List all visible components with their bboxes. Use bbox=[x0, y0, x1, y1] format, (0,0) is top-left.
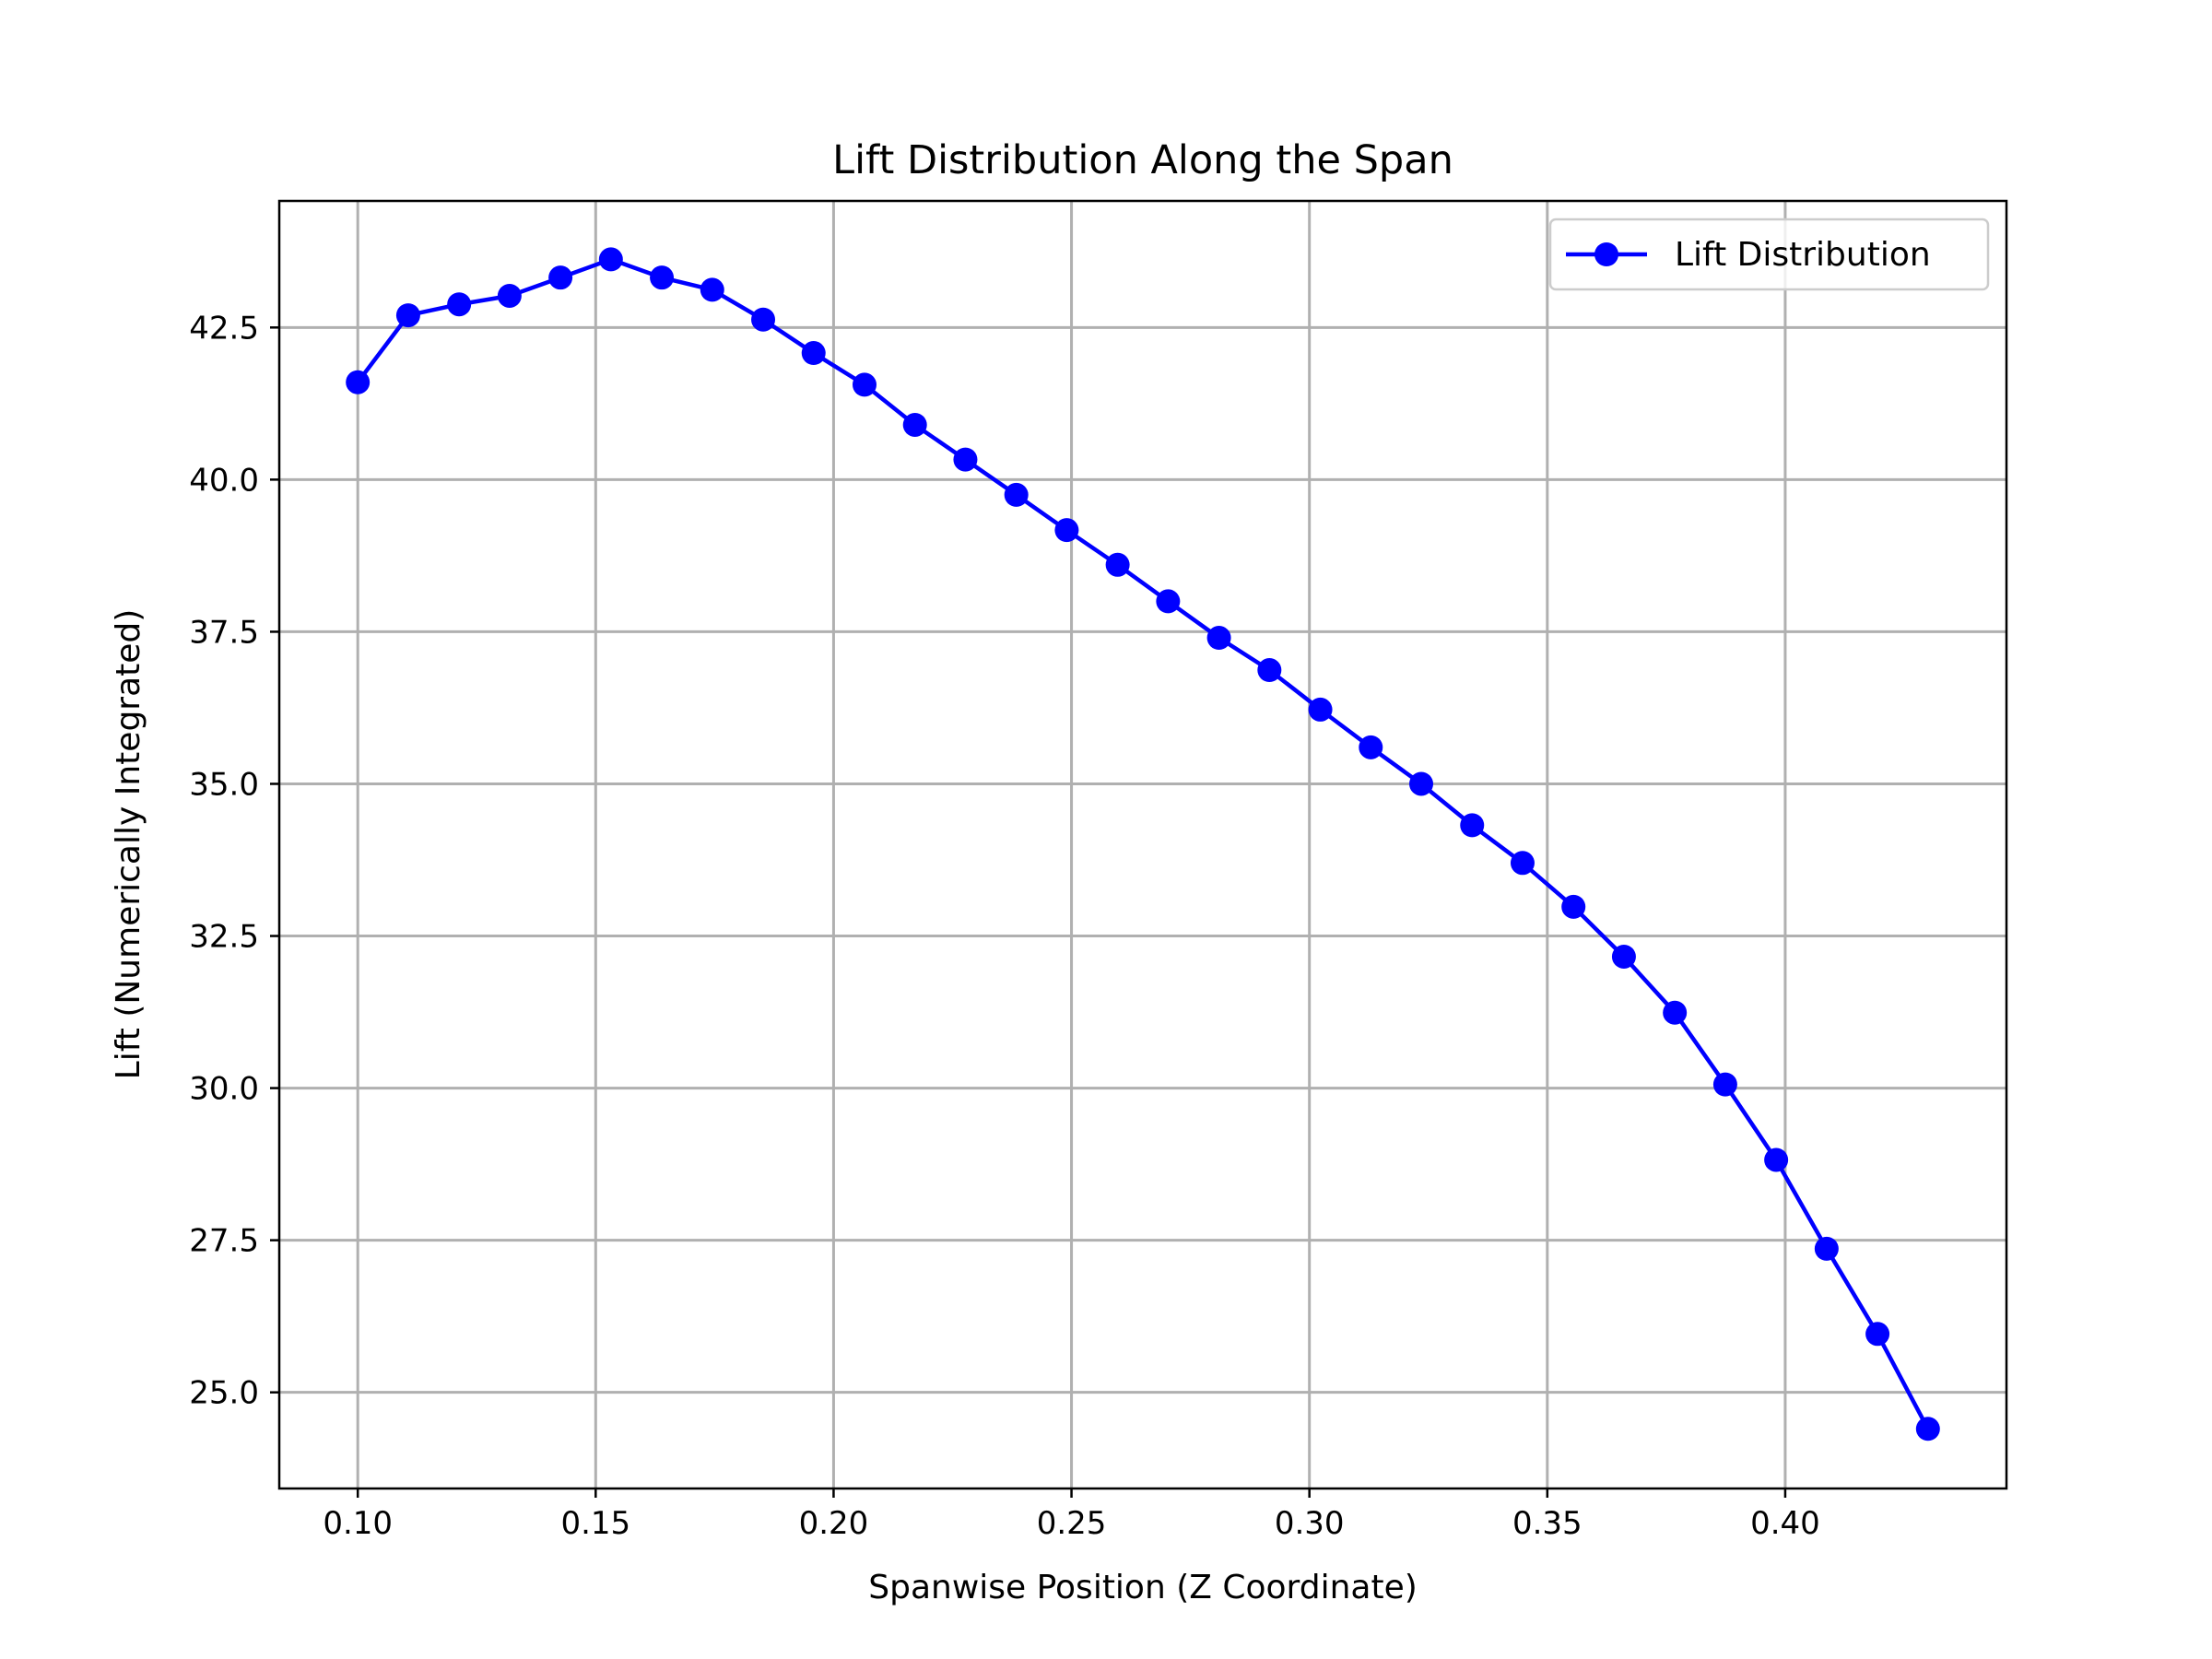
y-axis-label: Lift (Numerically Integrated) bbox=[110, 609, 147, 1080]
x-tick-label: 0.40 bbox=[1750, 1505, 1820, 1542]
data-point bbox=[1611, 944, 1636, 969]
y-tick-label: 42.5 bbox=[189, 310, 259, 347]
data-point bbox=[1206, 626, 1231, 651]
x-tick-label: 0.20 bbox=[799, 1505, 869, 1542]
data-point bbox=[497, 283, 522, 308]
y-tick-label: 40.0 bbox=[189, 462, 259, 499]
x-tick-label: 0.10 bbox=[323, 1505, 393, 1542]
legend-marker-swatch bbox=[1594, 242, 1618, 266]
legend-box bbox=[1548, 218, 1990, 291]
data-point bbox=[1764, 1147, 1789, 1172]
data-point bbox=[1712, 1072, 1737, 1097]
y-tick-label: 37.5 bbox=[189, 614, 259, 651]
plot-frame bbox=[277, 199, 2008, 1490]
data-point bbox=[902, 412, 927, 437]
data-point bbox=[395, 303, 420, 328]
data-point bbox=[1510, 851, 1535, 876]
x-tick-label: 0.35 bbox=[1512, 1505, 1583, 1542]
data-point bbox=[1308, 697, 1333, 722]
y-tick-label: 27.5 bbox=[189, 1223, 259, 1260]
data-point bbox=[1915, 1417, 1940, 1441]
y-tick-label: 25.0 bbox=[189, 1375, 259, 1412]
data-point bbox=[1054, 518, 1079, 543]
data-point bbox=[650, 265, 675, 290]
y-tick-label: 32.5 bbox=[189, 919, 259, 956]
data-point bbox=[1105, 552, 1130, 577]
x-tick-label: 0.30 bbox=[1275, 1505, 1345, 1542]
y-tick-label: 35.0 bbox=[189, 766, 259, 803]
data-point bbox=[801, 341, 826, 366]
data-point bbox=[447, 292, 472, 317]
data-point bbox=[1004, 482, 1029, 507]
data-point bbox=[1460, 813, 1485, 838]
x-axis-ticks: 0.10 0.15 0.20 0.25 0.30 0.35 0.40 bbox=[323, 1488, 1820, 1542]
x-axis-label: Spanwise Position (Z Coordinate) bbox=[868, 1569, 1418, 1606]
data-point bbox=[1257, 658, 1282, 683]
data-point bbox=[1865, 1322, 1890, 1347]
plot-area bbox=[346, 247, 1940, 1441]
data-point bbox=[598, 247, 623, 272]
legend: Lift Distribution bbox=[1548, 218, 1990, 291]
chart-title: Lift Distribution Along the Span bbox=[832, 137, 1453, 183]
x-tick-label: 0.25 bbox=[1037, 1505, 1107, 1542]
data-point bbox=[1663, 1000, 1688, 1025]
data-point bbox=[700, 277, 724, 302]
x-tick-label: 0.15 bbox=[560, 1505, 630, 1542]
data-point bbox=[751, 307, 776, 332]
data-point bbox=[548, 265, 573, 290]
data-point bbox=[1156, 589, 1181, 614]
data-point bbox=[346, 370, 371, 394]
data-point bbox=[1409, 771, 1434, 796]
y-axis-ticks: 25.0 27.5 30.0 32.5 35.0 37.5 40.0 42.5 bbox=[189, 310, 279, 1412]
data-point bbox=[852, 372, 877, 397]
data-point bbox=[1814, 1236, 1839, 1261]
data-point bbox=[953, 447, 978, 472]
legend-label: Lift Distribution bbox=[1675, 236, 1931, 274]
y-tick-label: 30.0 bbox=[189, 1071, 259, 1108]
data-point bbox=[1561, 894, 1586, 919]
data-point bbox=[1359, 735, 1383, 759]
